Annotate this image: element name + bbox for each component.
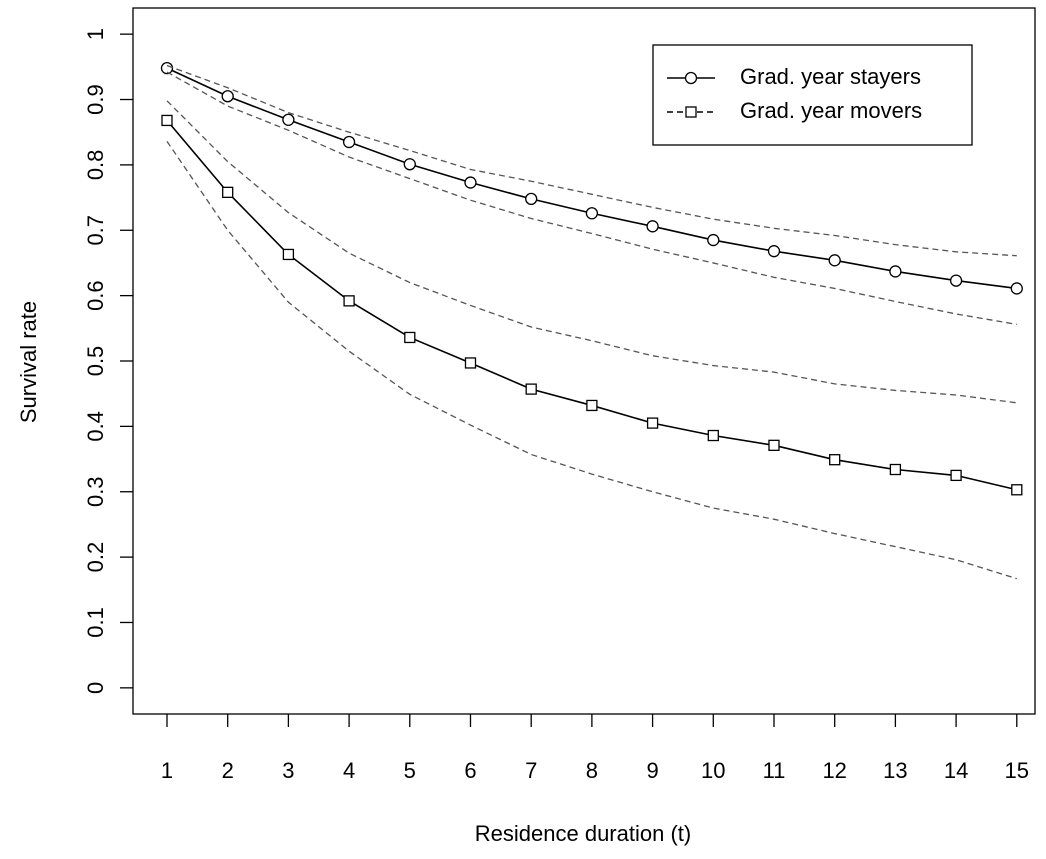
- point: [685, 106, 697, 118]
- point: [464, 176, 477, 189]
- x-tick-label: 14: [944, 758, 968, 783]
- legend-label: Grad. year stayers: [740, 64, 921, 89]
- series-line: [166, 119, 1017, 491]
- point: [684, 71, 698, 85]
- y-tick-label: 1: [83, 28, 108, 40]
- point: [646, 417, 659, 429]
- point: [586, 399, 598, 412]
- point: [768, 439, 780, 451]
- point: [161, 114, 173, 127]
- x-tick-label: 4: [343, 758, 355, 783]
- point: [404, 331, 416, 344]
- point: [707, 233, 720, 247]
- point: [829, 454, 841, 466]
- y-tick-label: 0.9: [83, 84, 108, 115]
- point: [1010, 282, 1023, 295]
- x-tick-label: 12: [822, 758, 846, 783]
- y-axis-title: Survival rate: [16, 301, 41, 423]
- x-tick-label: 13: [883, 758, 907, 783]
- point: [282, 113, 295, 126]
- point: [585, 207, 599, 220]
- point: [707, 429, 719, 442]
- y-tick-label: 0.2: [83, 542, 108, 573]
- legend-label: Grad. year movers: [740, 98, 922, 123]
- point: [1011, 484, 1023, 496]
- point: [221, 90, 234, 103]
- point: [646, 220, 659, 233]
- x-tick-label: 1: [161, 758, 173, 783]
- x-tick-label: 15: [1005, 758, 1029, 783]
- x-tick-label: 9: [646, 758, 658, 783]
- point: [222, 186, 234, 198]
- confidence-band: [166, 100, 1017, 404]
- point: [828, 254, 841, 267]
- point: [889, 463, 902, 476]
- point: [343, 295, 355, 307]
- x-tick-label: 11: [763, 758, 786, 783]
- x-tick-label: 8: [586, 758, 598, 783]
- y-tick-label: 0.6: [83, 280, 108, 311]
- x-tick-label: 7: [525, 758, 537, 783]
- y-tick-label: 0.5: [83, 346, 108, 377]
- y-tick-label: 0.1: [83, 607, 108, 638]
- x-tick-label: 5: [404, 758, 416, 783]
- point: [464, 357, 477, 369]
- x-axis-title: Residence duration (t): [475, 821, 691, 846]
- y-tick-label: 0: [83, 682, 108, 694]
- y-tick-label: 0.4: [83, 411, 108, 442]
- point: [160, 61, 174, 75]
- x-tick-label: 2: [222, 758, 234, 783]
- point: [767, 245, 781, 258]
- y-tick-label: 0.8: [83, 150, 108, 181]
- point: [525, 383, 537, 395]
- point: [889, 265, 902, 278]
- point: [950, 469, 962, 482]
- point: [949, 274, 963, 287]
- x-tick-label: 6: [464, 758, 476, 783]
- x-tick-label: 3: [282, 758, 294, 783]
- point: [282, 248, 295, 261]
- point: [342, 135, 356, 149]
- y-tick-label: 0.3: [83, 476, 108, 507]
- confidence-band: [166, 64, 1017, 257]
- y-tick-label: 0.7: [83, 215, 108, 246]
- legend-box: [652, 44, 973, 146]
- point: [525, 192, 538, 206]
- x-tick-label: 10: [701, 758, 725, 783]
- point: [403, 158, 416, 171]
- confidence-band: [166, 140, 1017, 580]
